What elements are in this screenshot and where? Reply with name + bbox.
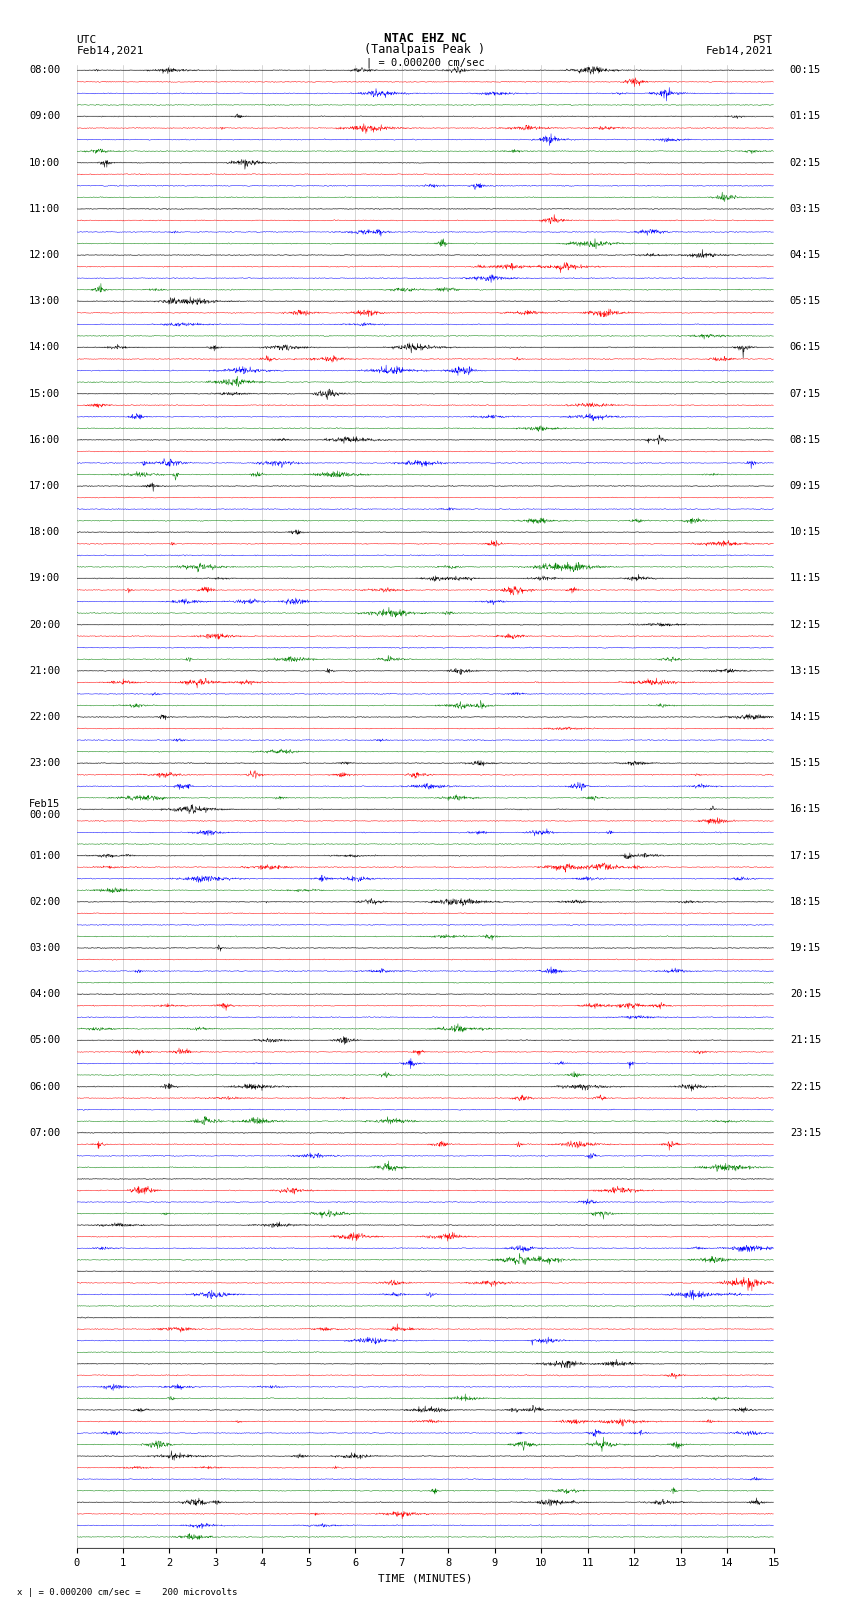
Text: 12:00: 12:00 [29,250,60,260]
Text: 11:15: 11:15 [790,573,821,584]
Text: 23:15: 23:15 [790,1127,821,1137]
Text: 06:15: 06:15 [790,342,821,353]
Text: 12:15: 12:15 [790,619,821,629]
Text: 09:00: 09:00 [29,111,60,121]
Text: 22:00: 22:00 [29,711,60,723]
Text: 10:15: 10:15 [790,527,821,537]
Text: 16:00: 16:00 [29,436,60,445]
Text: 15:00: 15:00 [29,389,60,398]
Text: 09:15: 09:15 [790,481,821,490]
Text: 21:15: 21:15 [790,1036,821,1045]
Text: 03:15: 03:15 [790,203,821,215]
Text: 21:00: 21:00 [29,666,60,676]
X-axis label: TIME (MINUTES): TIME (MINUTES) [377,1574,473,1584]
Text: 13:00: 13:00 [29,297,60,306]
Text: 11:00: 11:00 [29,203,60,215]
Text: 20:15: 20:15 [790,989,821,998]
Text: 19:15: 19:15 [790,944,821,953]
Text: x | = 0.000200 cm/sec =    200 microvolts: x | = 0.000200 cm/sec = 200 microvolts [17,1587,237,1597]
Text: 01:00: 01:00 [29,850,60,861]
Text: 13:15: 13:15 [790,666,821,676]
Text: 16:15: 16:15 [790,805,821,815]
Text: 19:00: 19:00 [29,573,60,584]
Text: Feb14,2021: Feb14,2021 [706,47,774,56]
Text: 04:00: 04:00 [29,989,60,998]
Text: 17:00: 17:00 [29,481,60,490]
Text: 22:15: 22:15 [790,1082,821,1092]
Text: 03:00: 03:00 [29,944,60,953]
Text: 18:00: 18:00 [29,527,60,537]
Text: Feb14,2021: Feb14,2021 [76,47,144,56]
Text: 08:00: 08:00 [29,65,60,76]
Text: (Tanalpais Peak ): (Tanalpais Peak ) [365,44,485,56]
Text: 07:15: 07:15 [790,389,821,398]
Text: 05:15: 05:15 [790,297,821,306]
Text: 02:00: 02:00 [29,897,60,907]
Text: 06:00: 06:00 [29,1082,60,1092]
Text: 08:15: 08:15 [790,436,821,445]
Text: Feb15
00:00: Feb15 00:00 [29,798,60,819]
Text: 15:15: 15:15 [790,758,821,768]
Text: NTAC EHZ NC: NTAC EHZ NC [383,32,467,45]
Text: 14:15: 14:15 [790,711,821,723]
Text: 05:00: 05:00 [29,1036,60,1045]
Text: 20:00: 20:00 [29,619,60,629]
Text: 14:00: 14:00 [29,342,60,353]
Text: 00:15: 00:15 [790,65,821,76]
Text: 23:00: 23:00 [29,758,60,768]
Text: 01:15: 01:15 [790,111,821,121]
Text: 07:00: 07:00 [29,1127,60,1137]
Text: 17:15: 17:15 [790,850,821,861]
Text: PST: PST [753,35,774,45]
Text: 18:15: 18:15 [790,897,821,907]
Text: 02:15: 02:15 [790,158,821,168]
Text: | = 0.000200 cm/sec: | = 0.000200 cm/sec [366,56,484,68]
Text: UTC: UTC [76,35,97,45]
Text: 10:00: 10:00 [29,158,60,168]
Text: 04:15: 04:15 [790,250,821,260]
